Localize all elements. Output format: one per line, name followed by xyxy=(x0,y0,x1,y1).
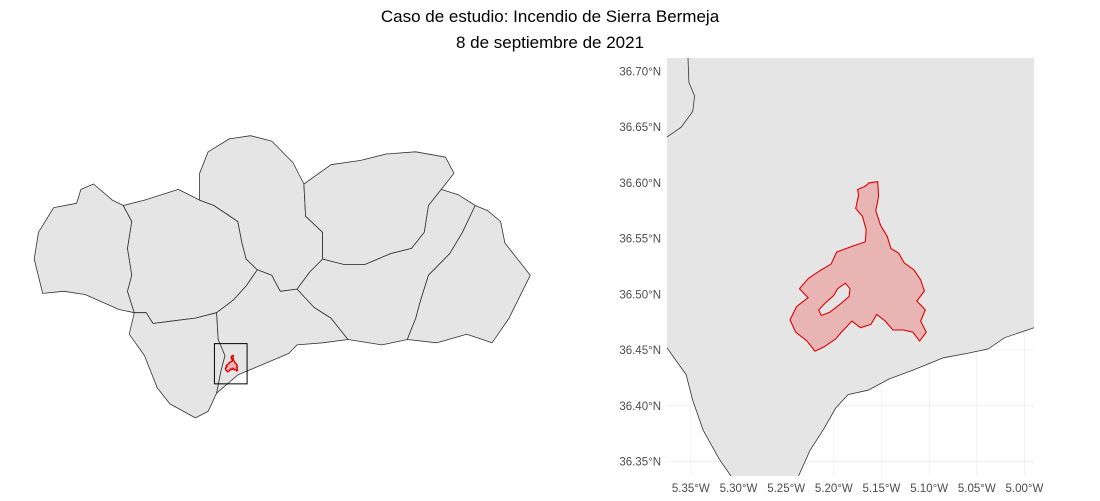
x-tick-label: 5.15°W xyxy=(863,483,901,495)
x-tick-label: 5.10°W xyxy=(910,483,948,495)
map-title: Caso de estudio: Incendio de Sierra Berm… xyxy=(380,7,720,26)
y-tick-label: 36.40°N xyxy=(619,401,661,413)
fire-perimeter xyxy=(789,181,927,352)
x-tick-label: 5.05°W xyxy=(958,483,996,495)
coastline-south xyxy=(798,327,1034,476)
coastline-west xyxy=(667,347,732,476)
andalusia-overview-map xyxy=(33,135,531,419)
zoom-clip-group xyxy=(667,58,1034,476)
y-tick-label: 36.35°N xyxy=(619,457,661,469)
x-tick-label: 5.25°W xyxy=(767,483,805,495)
y-tick-label: 36.50°N xyxy=(619,289,661,301)
y-tick-label: 36.55°N xyxy=(619,234,661,246)
province-malaga xyxy=(216,269,349,394)
province-layer xyxy=(33,135,531,419)
x-tick-label: 5.20°W xyxy=(815,483,853,495)
y-tick-label: 36.60°N xyxy=(619,178,661,190)
province-almeria xyxy=(406,205,531,344)
map-title-block: Caso de estudio: Incendio de Sierra Berm… xyxy=(0,4,1100,56)
x-tick-label: 5.30°W xyxy=(720,483,758,495)
y-tick-label: 36.65°N xyxy=(619,122,661,134)
x-tick-label: 5.00°W xyxy=(1006,483,1044,495)
inset-box xyxy=(213,343,248,385)
y-tick-label: 36.70°N xyxy=(619,66,661,78)
map-subtitle: 8 de septiembre de 2021 xyxy=(455,33,645,52)
y-tick-label: 36.45°N xyxy=(619,345,661,357)
province-border-north xyxy=(667,58,696,138)
fire-perimeter-small xyxy=(224,354,239,373)
x-tick-label: 5.35°W xyxy=(672,483,710,495)
